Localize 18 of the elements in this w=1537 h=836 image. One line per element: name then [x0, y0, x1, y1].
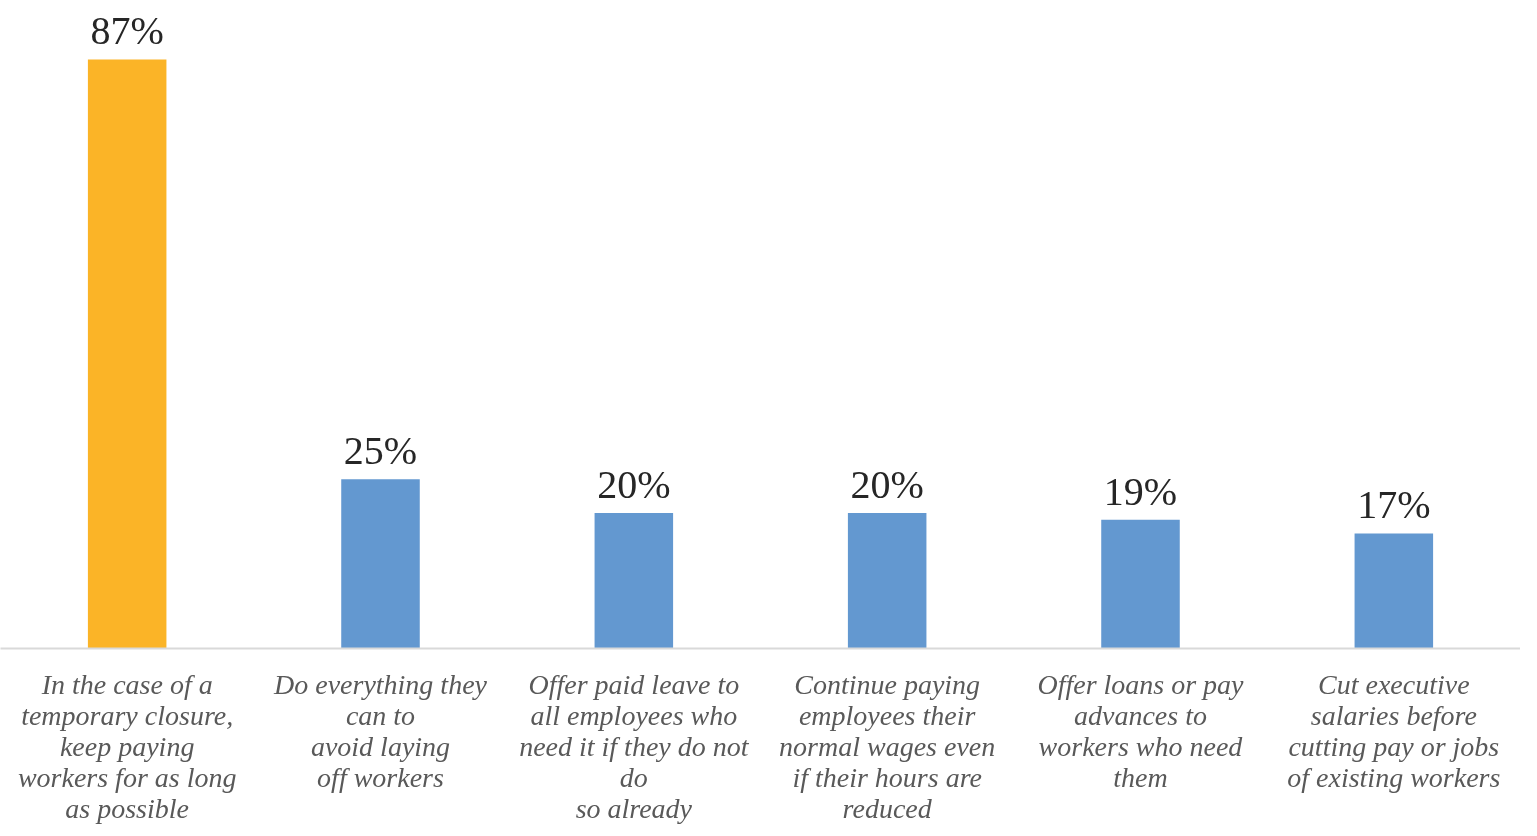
x-tick-label: Offer paid leave to all employees who need it if they do not do so already	[519, 668, 750, 824]
bar	[1354, 533, 1434, 649]
x-tick-label: Do everything they can to avoid laying off workers	[272, 668, 488, 793]
bar	[847, 513, 927, 649]
bar	[594, 513, 674, 649]
data-label: 17%	[1357, 482, 1431, 528]
x-tick-label: In the case of a temporary closure, keep paying workers for as long as possible	[17, 668, 237, 824]
x-tick-label: Offer loans or pay advances to workers who need them	[1037, 668, 1245, 793]
data-label: 19%	[1103, 468, 1178, 514]
x-tick-label: Cut executive salaries before cutting pay or jobs of existing workers	[1287, 668, 1501, 793]
bar	[87, 59, 167, 649]
data-label: 20%	[850, 462, 924, 508]
data-label: 87%	[90, 8, 164, 54]
data-label: 20%	[597, 462, 671, 508]
bar	[1101, 519, 1180, 649]
data-label: 25%	[343, 428, 418, 474]
bar	[341, 479, 420, 649]
x-tick-label: Continue paying employees their normal wages even if their hours are reduced	[779, 668, 996, 824]
